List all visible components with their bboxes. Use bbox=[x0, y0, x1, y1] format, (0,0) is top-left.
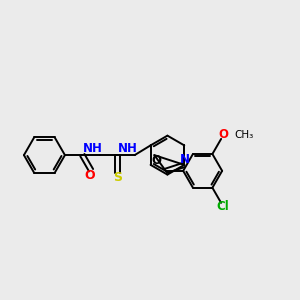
Text: Cl: Cl bbox=[217, 200, 230, 213]
Text: O: O bbox=[218, 128, 228, 141]
Text: S: S bbox=[113, 171, 122, 184]
Text: O: O bbox=[85, 169, 95, 182]
Text: N: N bbox=[180, 153, 190, 166]
Text: CH₃: CH₃ bbox=[234, 130, 254, 140]
Text: O: O bbox=[152, 154, 161, 167]
Text: NH: NH bbox=[118, 142, 138, 155]
Text: NH: NH bbox=[83, 142, 103, 155]
